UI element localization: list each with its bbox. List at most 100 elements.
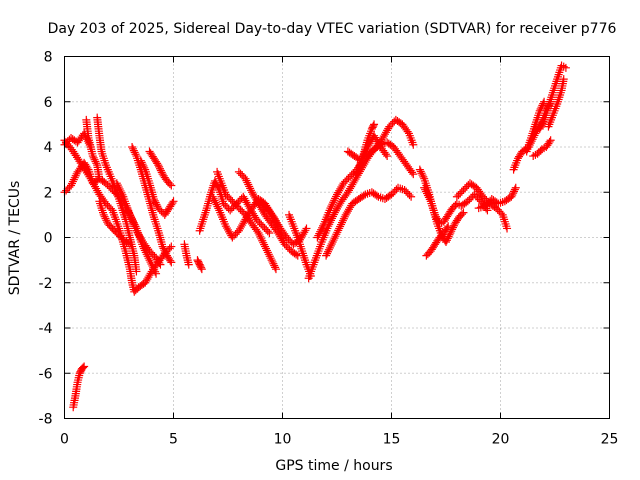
data-point: [510, 187, 519, 196]
data-point: [282, 233, 291, 242]
data-point: [326, 218, 335, 227]
data-point: [385, 122, 394, 131]
data-point: [423, 189, 432, 198]
data-point: [284, 235, 293, 244]
data-point: [536, 104, 545, 113]
series-arc-24: [352, 120, 379, 179]
data-point: [333, 228, 342, 237]
data-point: [226, 206, 235, 215]
plot-frame: [64, 56, 610, 419]
data-point: [463, 197, 472, 206]
data-point: [236, 169, 245, 178]
data-point: [159, 244, 168, 253]
data-point: [143, 252, 152, 261]
data-point: [423, 191, 432, 200]
series-arc-14: [195, 176, 274, 237]
data-point: [145, 256, 154, 265]
data-point: [269, 259, 278, 268]
data-point: [213, 202, 222, 211]
data-point: [208, 192, 217, 201]
x-axis-label: GPS time / hours: [275, 458, 392, 474]
data-point: [161, 247, 170, 256]
data-point: [154, 204, 163, 213]
data-point: [481, 201, 490, 210]
data-point: [157, 168, 166, 177]
data-point: [536, 123, 545, 132]
data-point: [229, 231, 238, 240]
data-point: [91, 157, 100, 166]
data-point: [116, 186, 125, 195]
data-point: [149, 263, 158, 272]
data-point: [147, 260, 156, 269]
data-point: [444, 222, 453, 231]
data-point: [389, 188, 398, 197]
data-point: [243, 178, 252, 187]
data-point: [368, 146, 377, 155]
data-point: [261, 244, 270, 253]
data-point: [138, 160, 147, 169]
data-point: [210, 196, 219, 205]
data-point: [103, 201, 112, 210]
data-point: [262, 246, 271, 255]
data-point: [114, 183, 123, 192]
data-point: [211, 198, 220, 207]
data-point: [154, 161, 163, 170]
data-point: [242, 176, 251, 185]
data-point: [559, 75, 568, 84]
data-point: [69, 175, 78, 184]
data-point: [184, 260, 193, 269]
y-tick-labels: -8 -6 -4 -2 0 2 4 6 8: [39, 50, 53, 428]
data-point: [337, 218, 346, 227]
data-point: [349, 169, 358, 178]
data-point: [253, 217, 262, 226]
data-point: [258, 222, 267, 231]
data-point: [136, 156, 145, 165]
data-point: [155, 164, 164, 173]
series-arc-22: [322, 183, 416, 260]
data-point: [67, 181, 76, 190]
data-point: [471, 192, 480, 201]
series-arc-08: [128, 143, 176, 267]
data-point: [443, 234, 452, 243]
data-point: [495, 207, 504, 216]
data-point: [128, 143, 137, 151]
data-point: [238, 207, 247, 216]
data-point: [442, 236, 451, 245]
data-point: [323, 249, 332, 258]
data-point: [146, 258, 155, 267]
data-point: [67, 179, 76, 188]
data-point: [407, 192, 416, 201]
data-point: [507, 192, 516, 201]
data-point: [68, 177, 77, 186]
data-point: [465, 195, 474, 204]
data-point: [456, 189, 465, 198]
data-point: [405, 191, 414, 200]
data-point: [129, 218, 138, 227]
data-point: [545, 137, 554, 146]
data-point: [444, 232, 453, 241]
data-point: [115, 185, 124, 194]
data-point: [403, 127, 412, 136]
data-point: [256, 232, 265, 241]
data-point: [342, 175, 351, 184]
y-tick-label: 6: [44, 95, 53, 111]
y-tick-label: 4: [44, 140, 53, 156]
data-point: [370, 120, 379, 129]
x-tick-label: 20: [492, 432, 510, 448]
series-arc-07: [95, 197, 134, 249]
data-point: [332, 192, 341, 201]
data-point: [130, 148, 139, 157]
data-point: [252, 215, 261, 224]
data-point: [325, 243, 334, 252]
data-point: [457, 210, 466, 219]
data-point: [318, 223, 327, 232]
data-point: [454, 191, 463, 200]
data-point: [158, 242, 167, 251]
data-point: [535, 106, 544, 115]
data-point: [151, 267, 160, 276]
series-arc-32: [529, 136, 555, 161]
data-point: [511, 183, 520, 192]
data-point: [344, 174, 353, 183]
data-point: [416, 167, 425, 176]
data-point: [151, 198, 160, 207]
